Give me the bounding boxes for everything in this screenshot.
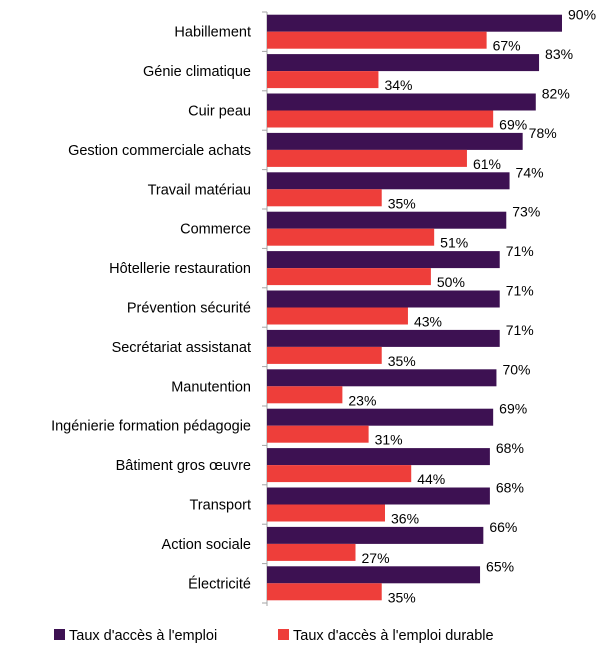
data-label: 69% <box>499 117 527 133</box>
data-label: 61% <box>473 156 501 172</box>
bar-durable-access-rate <box>267 465 412 483</box>
data-label: 82% <box>542 86 570 102</box>
bar-access-rate <box>267 526 484 544</box>
category-label: Ingénierie formation pédagogie <box>51 419 251 435</box>
bar-access-rate <box>267 448 490 466</box>
bar-access-rate <box>267 290 500 308</box>
data-label: 71% <box>506 283 534 299</box>
chart-legend: Taux d'accès à l'emploi Taux d'accès à l'… <box>54 628 494 644</box>
data-label: 78% <box>529 125 557 141</box>
data-label: 71% <box>506 322 534 338</box>
legend-label: Taux d'accès à l'emploi durable <box>293 628 494 644</box>
data-label: 50% <box>437 274 465 290</box>
bar-durable-access-rate <box>267 386 343 404</box>
bar-access-rate <box>267 251 500 269</box>
data-label: 34% <box>384 77 412 93</box>
bar-durable-access-rate <box>267 268 431 286</box>
data-label: 35% <box>388 589 416 605</box>
bar-access-rate <box>267 369 497 387</box>
bar-access-rate <box>267 14 562 32</box>
bar-durable-access-rate <box>267 307 408 325</box>
category-label: Génie climatique <box>143 64 251 80</box>
category-label: Électricité <box>188 575 251 592</box>
bar-access-rate <box>267 487 490 505</box>
bar-access-rate <box>267 93 536 111</box>
data-label: 35% <box>388 195 416 211</box>
category-label: Commerce <box>180 222 251 238</box>
data-label: 65% <box>486 558 514 574</box>
category-label: Prévention sécurité <box>127 301 251 317</box>
data-label: 51% <box>440 235 468 251</box>
chart-labels: Habillement 90% 67% Génie climatique 83% 34% C… <box>51 7 596 606</box>
category-label: Secrétariat assistanat <box>112 340 251 356</box>
category-label: Action sociale <box>162 537 251 553</box>
data-label: 36% <box>391 511 419 527</box>
legend-label: Taux d'accès à l'emploi <box>69 628 217 644</box>
category-label: Hôtellerie restauration <box>109 261 251 277</box>
bar-access-rate <box>267 329 500 347</box>
bar-access-rate <box>267 132 523 150</box>
category-label: Cuir peau <box>188 104 251 120</box>
data-label: 23% <box>348 392 376 408</box>
bar-durable-access-rate <box>267 189 382 207</box>
bar-durable-access-rate <box>267 149 467 167</box>
bar-durable-access-rate <box>267 31 487 49</box>
bar-durable-access-rate <box>267 583 382 601</box>
category-label: Habillement <box>174 25 251 41</box>
data-label: 68% <box>496 480 524 496</box>
data-label: 68% <box>496 440 524 456</box>
bar-durable-access-rate <box>267 228 435 246</box>
chart-axis <box>262 11 268 606</box>
data-label: 73% <box>512 204 540 220</box>
data-label: 67% <box>493 38 521 54</box>
data-label: 71% <box>506 243 534 259</box>
category-label: Gestion commerciale achats <box>68 143 251 159</box>
bar-durable-access-rate <box>267 346 382 364</box>
chart-bars <box>267 14 562 601</box>
data-label: 83% <box>545 46 573 62</box>
category-label: Bâtiment gros œuvre <box>116 458 251 474</box>
bar-durable-access-rate <box>267 543 356 561</box>
category-label: Transport <box>189 498 251 514</box>
bar-access-rate <box>267 566 481 584</box>
data-label: 35% <box>388 353 416 369</box>
bar-access-rate <box>267 172 510 190</box>
category-label: Manutention <box>171 379 251 395</box>
bar-access-rate <box>267 408 494 426</box>
data-label: 69% <box>499 401 527 417</box>
category-label: Travail matériau <box>148 182 251 198</box>
data-label: 27% <box>362 550 390 566</box>
data-label: 90% <box>568 7 596 23</box>
data-label: 31% <box>375 432 403 448</box>
data-label: 44% <box>417 471 445 487</box>
legend-swatch <box>54 629 65 640</box>
bar-access-rate <box>267 54 540 72</box>
bar-durable-access-rate <box>267 504 385 522</box>
bar-durable-access-rate <box>267 71 379 89</box>
data-label: 43% <box>414 314 442 330</box>
bar-durable-access-rate <box>267 110 494 128</box>
data-label: 70% <box>502 361 530 377</box>
legend-swatch <box>278 629 289 640</box>
bar-access-rate <box>267 211 507 229</box>
bar-durable-access-rate <box>267 425 369 443</box>
data-label: 66% <box>489 519 517 535</box>
data-label: 74% <box>516 164 544 180</box>
